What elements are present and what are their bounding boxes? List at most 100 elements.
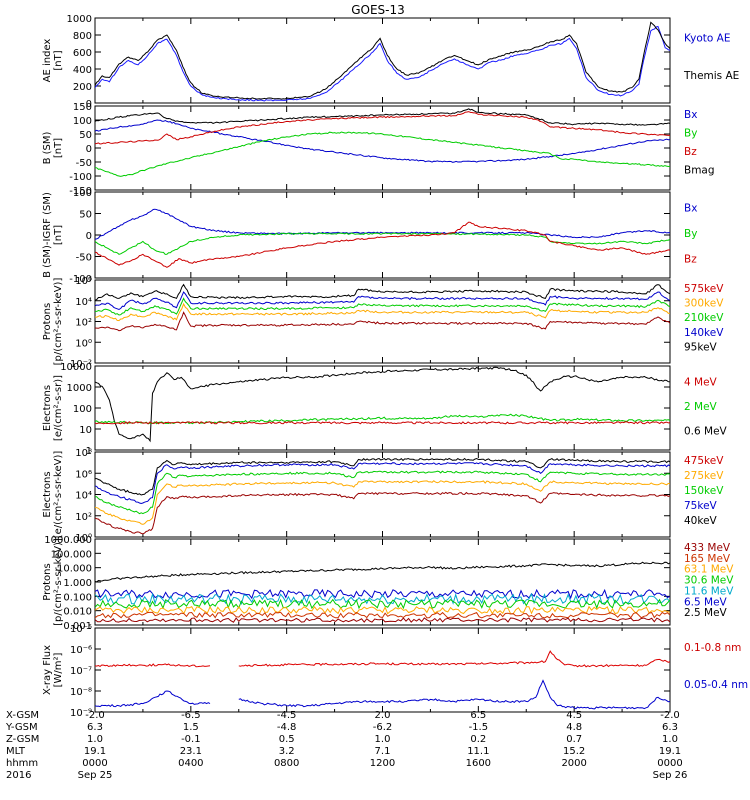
y-tick-label: 10⁻⁵: [70, 624, 92, 635]
y-tick-label: 150: [73, 102, 92, 113]
y-tick-label: 10⁻⁷: [70, 666, 92, 677]
y-axis-label: [nT]: [53, 138, 64, 158]
x-row-value: 6.5: [470, 710, 486, 721]
y-tick-label: 10.000: [57, 564, 92, 575]
series-line: [95, 588, 670, 600]
legend-entry: 6.5 MeV: [684, 596, 728, 608]
y-tick-label: 100.000: [51, 549, 92, 560]
y-tick-label: 800: [73, 31, 92, 42]
series-line: [95, 617, 670, 623]
x-time-tick: 2000: [561, 758, 586, 769]
x-row-value: 4.8: [566, 722, 582, 733]
y-tick-label: 10⁰: [75, 338, 92, 349]
x-time-tick: 1200: [370, 758, 395, 769]
y-tick-label: 0.001: [63, 621, 92, 632]
x-row-value: 11.1: [467, 746, 489, 757]
x-row-value: 1.0: [375, 734, 391, 745]
x-row-value: 1.0: [87, 734, 103, 745]
series-line: [95, 21, 670, 100]
series-group: [95, 457, 670, 535]
series-group: [95, 208, 670, 268]
y-tick-label: -50: [76, 253, 92, 264]
legend-entry: 95keV: [684, 341, 718, 353]
legend-entry: 0.05-0.4 nm: [684, 679, 748, 691]
x-row-label: hhmm: [6, 758, 38, 769]
y-axis-label: [p/(cm²-s-sr-keV)]: [53, 278, 64, 366]
y-tick-label: -50: [76, 158, 92, 169]
y-axis-label: Electrons: [42, 385, 53, 431]
x-row-value: 1.0: [662, 734, 678, 745]
legend-entry: 75keV: [684, 500, 718, 512]
legend-entry: Bx: [684, 203, 697, 215]
y-tick-label: -100: [69, 172, 92, 183]
y-tick-label: -150: [69, 186, 92, 197]
y-tick-label: 50: [79, 210, 92, 221]
x-row-value: 3.2: [279, 746, 295, 757]
y-tick-label: 10⁻²: [70, 359, 92, 370]
y-tick-label: 600: [73, 48, 92, 59]
panel-7: 0.001 0.010 0.100 1.000 10.000 100.000 1000.00…: [42, 535, 734, 632]
x-row-value: -4.8: [277, 722, 297, 733]
panel-frame: [94, 105, 671, 191]
series-line: [95, 302, 670, 322]
x-row-value: 1.5: [183, 722, 199, 733]
legend-entry: Bz: [684, 253, 697, 265]
panel-frame: [94, 191, 671, 279]
x-row-value: 19.1: [84, 746, 106, 757]
legend-entry: Bx: [684, 109, 697, 121]
x-time-tick: 0000: [657, 758, 682, 769]
y-tick-label: 0: [86, 99, 92, 110]
series-line: [95, 598, 670, 610]
y-tick-label: 10⁶: [75, 276, 92, 287]
x-row-value: 15.2: [563, 746, 585, 757]
x-time-tick: 0000: [82, 758, 107, 769]
y-tick-label: 1.000: [63, 578, 92, 589]
y-axis-label: Protons: [42, 303, 53, 340]
y-tick-label: 10²: [75, 512, 92, 523]
x-row-value: -2.0: [85, 710, 105, 721]
series-group: [95, 283, 670, 332]
y-tick-label: -100: [69, 274, 92, 285]
series-group: [95, 366, 670, 443]
series-line: [95, 131, 670, 177]
x-row-value: -0.1: [181, 734, 201, 745]
series-line: [95, 491, 670, 535]
y-tick-label: 1000.000: [44, 535, 92, 546]
legend-entry: 63.1 MeV: [684, 564, 734, 576]
y-tick-label: 10⁻⁸: [70, 687, 92, 698]
x-row-value: 4.5: [566, 710, 582, 721]
series-line: [95, 311, 670, 332]
y-axis-label: [nT]: [53, 50, 64, 70]
series-line: [95, 221, 670, 268]
series-group: [95, 650, 670, 710]
y-tick-label: 100: [73, 116, 92, 127]
series-line: [95, 462, 670, 505]
x-row-value: -6.2: [373, 722, 393, 733]
y-axis-label: [p/(cm²-s-sr-keV)]: [53, 538, 64, 626]
x-row-label: 2016: [6, 770, 31, 781]
y-axis-label: Protons: [42, 563, 53, 600]
legend-entry: Kyoto AE: [684, 32, 730, 44]
y-tick-label: 100: [73, 188, 92, 199]
y-axis-label: B (SM): [42, 131, 53, 164]
y-tick-label: 50: [79, 130, 92, 141]
x-date-label: Sep 25: [78, 770, 113, 781]
series-line: [95, 592, 670, 606]
x-row-value: -1.5: [469, 722, 489, 733]
legend-entry: Bz: [684, 146, 697, 158]
x-row-value: -6.5: [181, 710, 201, 721]
y-tick-label: 10⁸: [75, 448, 92, 459]
y-axis-label: AE index: [42, 39, 53, 83]
x-row-value: -4.5: [277, 710, 297, 721]
series-line: [95, 480, 670, 525]
legend-entry: 275keV: [684, 470, 724, 482]
legend-entry: 150keV: [684, 485, 724, 497]
series-line: [95, 561, 670, 583]
y-tick-label: 0: [86, 231, 92, 242]
x-row-value: 0.5: [279, 734, 295, 745]
x-row-value: -2.0: [660, 710, 680, 721]
y-tick-label: 1: [86, 446, 92, 457]
